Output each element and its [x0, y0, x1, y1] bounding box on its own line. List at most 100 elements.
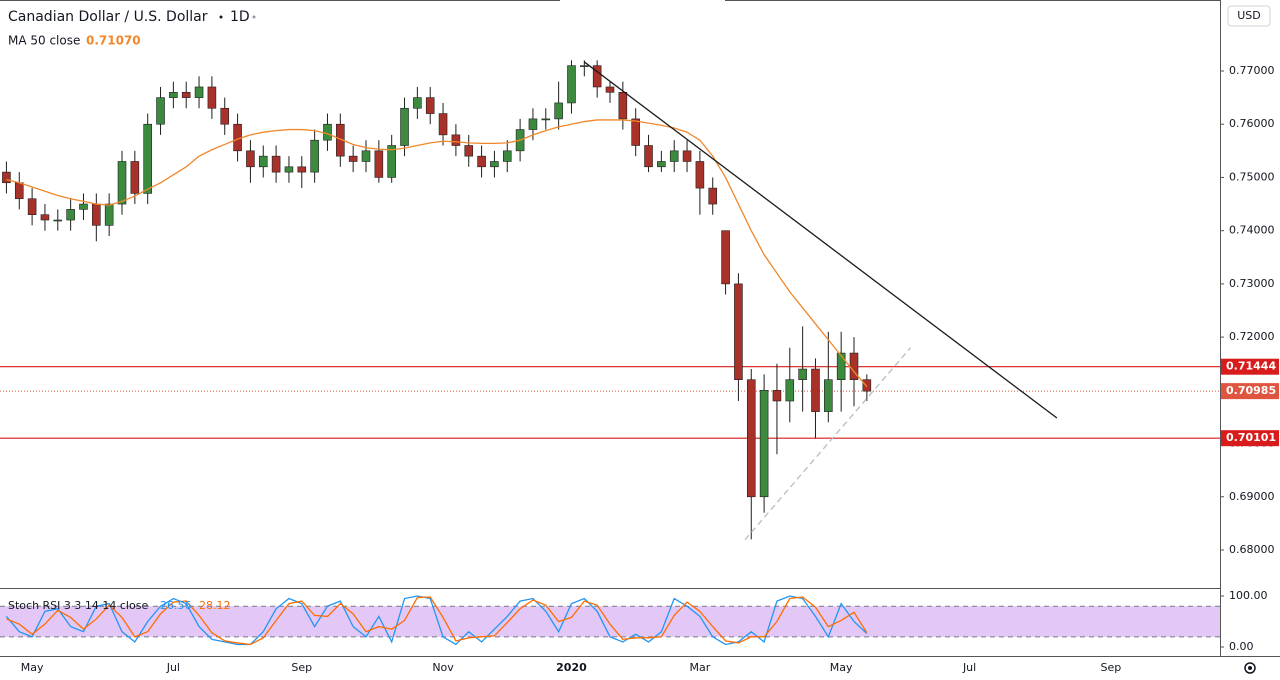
interval: 1D: [230, 9, 250, 25]
candle-body: [618, 91, 628, 120]
y-tick-label: 0.77000: [1229, 64, 1275, 77]
stoch-y-tick-label: 100.00: [1229, 589, 1268, 602]
candle-body: [387, 145, 396, 178]
candle-body: [207, 86, 217, 109]
candle-body: [862, 379, 872, 392]
candle-body: [246, 150, 255, 168]
candle-body: [541, 118, 551, 121]
candle-body: [66, 209, 75, 221]
y-tick-label: 0.74000: [1229, 224, 1275, 237]
ma-legend-value: 0.71070: [86, 34, 141, 48]
candle-body: [271, 155, 281, 173]
candle-body: [79, 203, 88, 210]
ma-legend-name: MA 50 close: [8, 34, 80, 48]
trend-line: [583, 61, 1058, 419]
x-tick-label: Sep: [291, 661, 312, 674]
y-tick-label: 0.75000: [1229, 170, 1275, 183]
candle-body: [413, 97, 422, 109]
candle-body: [258, 155, 268, 168]
candle-body: [836, 352, 846, 380]
candle-body: [824, 379, 833, 412]
x-tick-label: Jul: [166, 661, 180, 674]
candle-body: [708, 187, 718, 205]
candle-body: [759, 390, 769, 498]
settings-gear[interactable]: [1244, 662, 1256, 674]
stoch-line: [6, 596, 868, 646]
y-tick-label: 0.69000: [1229, 490, 1275, 503]
candle-body: [220, 107, 230, 125]
candle-body: [40, 214, 50, 221]
candle-body: [734, 283, 743, 380]
candle-body: [323, 123, 332, 141]
candle-body: [169, 91, 178, 98]
candle-body: [785, 379, 795, 402]
y-tick-label: 0.68000: [1229, 543, 1275, 556]
candle-body: [669, 150, 679, 162]
candle-body: [438, 113, 448, 136]
stoch-line: [5, 595, 868, 646]
settings-gear-center[interactable]: [1248, 666, 1252, 670]
candle-body: [143, 123, 152, 194]
trend-line: [744, 347, 911, 541]
candle-body: [695, 161, 705, 189]
candle-body: [490, 161, 499, 168]
candle-body: [400, 107, 409, 146]
candle-body: [181, 91, 191, 98]
x-tick-label: Nov: [432, 661, 454, 674]
y-tick-label: 0.73000: [1229, 277, 1275, 290]
x-tick-label: 2020: [556, 661, 587, 674]
candle-body: [27, 198, 37, 215]
candle-body: [592, 65, 602, 88]
candle-body: [117, 161, 127, 205]
candle-body: [2, 171, 11, 184]
x-tick-label: May: [21, 661, 44, 674]
y-tick-label: 0.72000: [1229, 330, 1275, 343]
candle-body: [644, 145, 653, 168]
currency-label: USD: [1237, 9, 1261, 22]
candle-body: [798, 368, 807, 380]
candle-body: [554, 102, 563, 120]
candle-body: [194, 86, 204, 98]
candle-body: [811, 368, 820, 412]
candle-body: [284, 166, 294, 173]
candle-body: [104, 203, 114, 226]
candle-body: [528, 118, 538, 130]
candle-body: [92, 203, 101, 226]
candle-body: [451, 134, 461, 146]
stoch-legend-name: Stoch RSI 3 3 14 14 close: [8, 599, 148, 612]
candle-body: [348, 155, 358, 162]
candle-body: [682, 150, 692, 162]
last-price-box: [1221, 383, 1279, 400]
y-tick-label: 0.76000: [1229, 117, 1275, 130]
candle-body: [746, 379, 756, 498]
price-label-box: [1221, 430, 1279, 447]
candle-body: [297, 166, 307, 173]
plot-area: [0, 60, 1220, 646]
candle-body: [772, 390, 782, 402]
x-tick-label: Mar: [690, 661, 711, 674]
stoch-legend-value: 26.56: [160, 599, 192, 612]
stoch-y-tick-label: 0.00: [1229, 640, 1254, 653]
last-price-label: 0.70985: [1226, 384, 1276, 397]
settings-icon[interactable]: [1244, 662, 1256, 674]
candle-body: [361, 150, 371, 162]
ma-line: [6, 119, 868, 388]
chart-title: Canadian Dollar / U.S. Dollar: [8, 9, 208, 25]
candle-body: [156, 97, 165, 125]
price-label: 0.70101: [1226, 431, 1276, 444]
candle-body: [657, 161, 666, 168]
price-label: 0.71444: [1226, 360, 1276, 373]
candle-body: [631, 118, 640, 146]
candle-body: [425, 97, 435, 114]
stoch-legend-value: 28.12: [199, 599, 231, 612]
candle-body: [464, 145, 474, 157]
x-tick-label: Jul: [962, 661, 976, 674]
candle-body: [605, 86, 615, 93]
currency-badge[interactable]: [1227, 5, 1271, 27]
candle-body: [721, 230, 730, 285]
x-tick-label: Sep: [1100, 661, 1121, 674]
candle-body: [130, 161, 140, 194]
candle-body: [502, 150, 512, 162]
